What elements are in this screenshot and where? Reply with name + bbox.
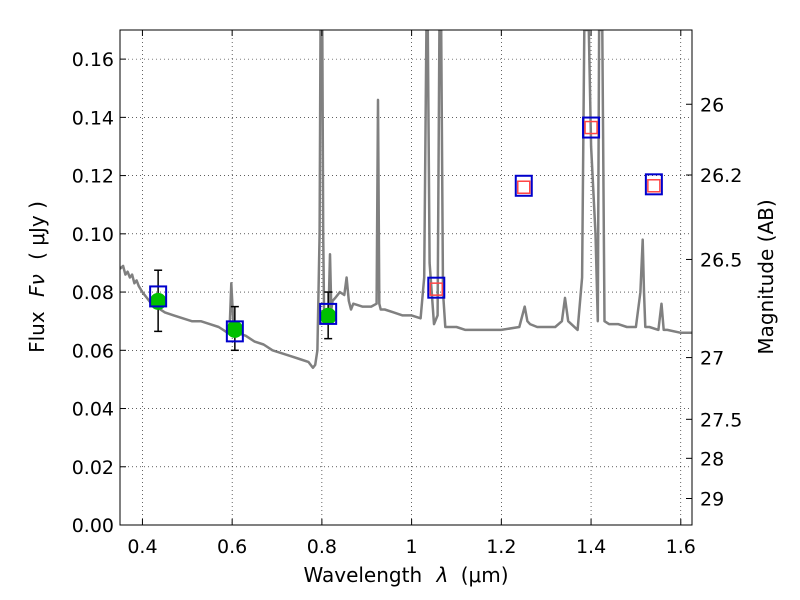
y-tick-label-4: 0.08 (72, 282, 114, 304)
plot-background (120, 30, 692, 525)
model-square-5 (582, 116, 601, 139)
y2-tick-label-1: 26.2 (700, 165, 742, 187)
observed-point-2 (319, 307, 337, 325)
x-tick-label-6: 1.6 (666, 536, 696, 558)
model-square-6 (644, 173, 663, 196)
plot-frame (119, 29, 693, 526)
predicted-square-1 (517, 180, 531, 194)
model-square-2 (319, 302, 338, 325)
y-tick-label-3: 0.06 (72, 340, 114, 362)
y-axis-label-text: Flux (25, 311, 49, 353)
y-tick-label-7: 0.14 (72, 107, 114, 129)
y-axis-label: Flux Fν ( μJy ) (25, 201, 49, 353)
x-tick-label-4: 1.2 (486, 536, 516, 558)
x-tick-label-1: 0.6 (217, 536, 247, 558)
predicted-square-0 (429, 282, 444, 296)
predicted-square-3 (647, 179, 661, 193)
y2-tick-label-3: 27 (700, 348, 724, 370)
y-tick-label-1: 0.02 (72, 457, 114, 479)
y-tick-label-2: 0.04 (72, 399, 114, 421)
y2-tick-label-2: 26.5 (700, 249, 742, 271)
x-tick-label-2: 0.8 (307, 536, 337, 558)
model-square-4 (514, 174, 533, 197)
plot-series (120, 30, 692, 370)
y-tick-label-5: 0.10 (72, 224, 114, 246)
x-axis-label: Wavelength λ (μm) (303, 563, 508, 587)
observed-point-1 (226, 320, 244, 338)
y-axis-label-unit: ( μJy ) (25, 201, 49, 260)
predicted-square-2 (584, 120, 598, 135)
y2-axis-label: Magnitude (AB) (754, 199, 778, 354)
x-axis-label-text: Wavelength (303, 563, 422, 587)
x-axis-label-symbol: λ (436, 563, 449, 587)
y-tick-label-8: 0.16 (72, 49, 114, 71)
y-tick-label-0: 0.00 (72, 515, 114, 537)
model-square-0 (149, 285, 168, 308)
model-square-3 (427, 276, 446, 299)
y2-tick-label-6: 29 (700, 489, 724, 511)
model-square-1 (225, 320, 244, 343)
y-axis-label-symbol: Fν (25, 274, 49, 297)
y2-tick-label-5: 28 (700, 448, 724, 470)
y2-tick-label-4: 27.5 (700, 409, 742, 431)
y-tick-label-6: 0.12 (72, 166, 114, 188)
y2-tick-label-0: 26 (700, 94, 724, 116)
axis-ticks: 0.4 0.6 0.8 1 1.2 1.4 1.6 0.00 0.02 0.04 0.06 0.08 0… (72, 30, 742, 558)
x-tick-label-5: 1.4 (576, 536, 606, 558)
x-tick-label-3: 1 (406, 536, 418, 558)
x-axis-label-unit: (μm) (461, 563, 509, 587)
x-tick-label-0: 0.4 (127, 536, 157, 558)
